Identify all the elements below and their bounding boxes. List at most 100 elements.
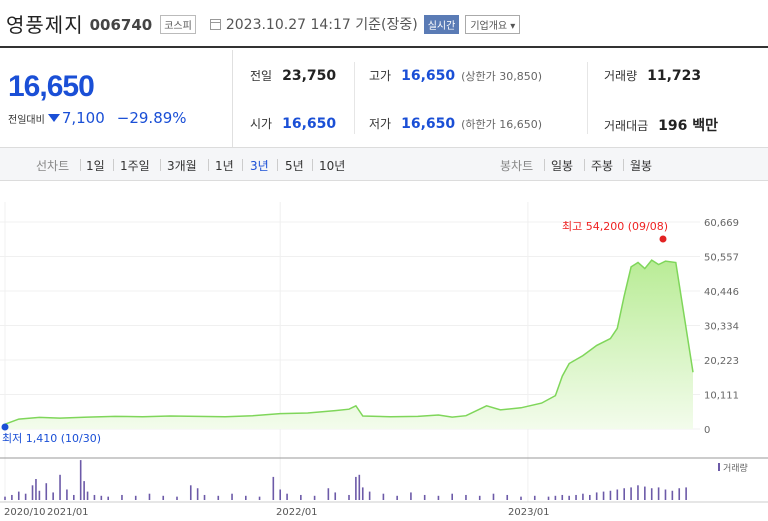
volume-bar [623,488,625,500]
period-3y-button[interactable]: 3년 [250,159,269,173]
volume-bar [93,494,96,500]
volume-bar [609,490,612,500]
volume-bar [561,494,564,500]
volume-bar [66,489,68,500]
period-10y-button[interactable]: 10년 [319,159,346,173]
volume-bar [176,496,178,500]
volume-bar [637,485,639,500]
realtime-button[interactable]: 실시간 [423,14,460,34]
stock-code: 006740 [89,15,153,34]
stat-value: 16,650 [401,116,456,132]
volume-bar [361,487,364,500]
volume-bar [38,490,41,500]
stat-open: 시가 16,650 [250,115,336,132]
period-1d-button[interactable]: 1일 [86,159,105,173]
volume-bar [678,488,681,500]
company-info-button[interactable]: 기업개요 ▾ [465,14,521,34]
divider [113,159,114,171]
volume-bar [382,493,385,500]
line-chart-label: 선차트 [36,159,70,173]
volume-bar [86,491,89,500]
candle-weekly-button[interactable]: 주봉 [591,159,614,173]
stat-value: 11,723 [647,68,702,84]
candle-monthly-button[interactable]: 월봉 [630,159,653,173]
divider [277,159,278,171]
change-row: 전일대비 7,100 −29.89% [8,109,187,127]
price-line [4,259,694,425]
volume-bar [300,494,302,500]
y-tick-label: 30,334 [704,322,739,333]
volume-bar [327,488,330,500]
volume-bar [4,496,6,500]
stat-label: 거래대금 [604,119,649,133]
column-divider [587,62,588,134]
divider [544,159,545,171]
stock-header: 영풍제지 006740 코스피 2023.10.27 14:17 기준(장중) … [0,0,768,48]
period-3m-button[interactable]: 3개월 [167,159,197,173]
min-price-dot [1,423,9,431]
volume-bar [437,495,440,500]
volume-bar [217,495,220,500]
period-1w-button[interactable]: 1주일 [120,159,150,173]
volume-bar [650,488,653,500]
stat-high: 고가 16,650 (상한가 30,850) [369,67,542,84]
volume-bar [568,495,570,500]
volume-bar [162,495,165,500]
stat-amount: 거래대금 196 백만 [604,115,718,135]
volume-bar [595,492,598,500]
volume-bar [272,476,275,500]
divider [584,159,585,171]
volume-bar [664,489,667,500]
volume-bar [189,485,192,500]
change-amount: 7,100 [61,109,105,127]
volume-bar [59,474,61,500]
volume-bars [4,460,687,500]
stat-label: 시가 [250,117,273,131]
column-divider [354,62,355,134]
period-5y-button[interactable]: 5년 [285,159,304,173]
volume-bar [582,493,584,500]
divider [312,159,313,171]
volume-bar [589,494,591,500]
y-tick-label: 50,557 [704,253,739,264]
volume-bar [83,481,85,500]
period-bar: 선차트 1일 1주일 3개월 1년 3년 5년 10년 봉차트 일봉 주봉 월봉 [0,147,768,181]
volume-legend-swatch [718,463,720,471]
volume-bar [396,495,398,500]
volume-bar [45,483,48,500]
candle-daily-button[interactable]: 일봉 [551,159,574,173]
volume-bar [100,495,103,500]
volume-bar [79,460,82,500]
volume-bar [334,492,337,500]
volume-bar [134,495,137,500]
volume-bar [547,496,550,500]
market-badge: 코스피 [160,14,196,34]
stat-value: 196 백만 [658,118,719,134]
stat-label: 거래량 [604,69,638,83]
y-axis-ticks: 60,669 50,557 40,446 30,334 20,223 10,111 0 [704,218,739,436]
volume-bar [533,495,536,500]
current-price: 16,650 [8,70,95,103]
x-tick-label: 2022/01 [276,507,318,518]
candle-chart-label: 봉차트 [500,159,534,173]
volume-bar [31,485,34,500]
stock-name: 영풍제지 [6,12,84,37]
y-tick-label: 60,669 [704,218,739,229]
volume-bar [616,489,619,500]
volume-bar [286,493,288,500]
volume-bar [358,474,361,500]
quote-datetime: 2023.10.27 14:17 기준(장중) [225,17,418,33]
period-1y-button[interactable]: 1년 [215,159,234,173]
x-tick-label: 2020/10 [4,507,46,518]
min-price-annotation: 최저 1,410 (10/30) [2,432,101,445]
volume-bar [52,492,54,500]
volume-bar [520,496,522,500]
divider [208,159,209,171]
stat-prev-close: 전일 23,750 [250,67,336,84]
volume-bar [506,494,509,500]
volume-bar [245,495,247,500]
price-chart[interactable]: 60,669 50,557 40,446 30,334 20,223 10,111 0 최고… [0,182,768,521]
stat-label: 저가 [369,117,392,131]
volume-bar [685,487,687,500]
volume-bar [11,494,13,500]
